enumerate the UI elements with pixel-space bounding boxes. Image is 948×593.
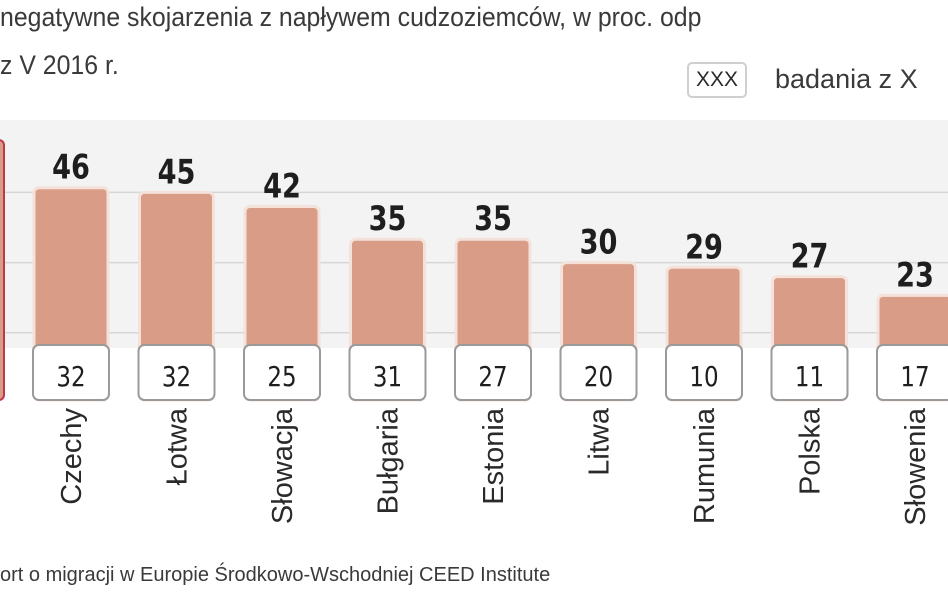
category-label: Rumunia [689,407,721,524]
comparison-box [243,344,321,401]
comparison-value-label: 20 [584,361,613,394]
bar-value-label: 23 [896,255,934,295]
bar-value-label: 35 [369,199,407,239]
comparison-box [876,344,948,401]
bar-value-label: 46 [52,148,90,188]
comparison-value-label: 27 [478,361,507,394]
bar-value-label: 45 [158,152,196,192]
comparison-value-label: 25 [267,361,296,394]
comparison-value-label: 32 [56,361,85,394]
comparison-value-label: 10 [689,361,718,394]
bar-value-label: 35 [474,199,512,239]
legend-swatch: XXX [687,62,747,98]
comparison-box [770,344,849,401]
comparison-box [137,344,216,401]
comparison-value-label: 31 [373,361,402,394]
source-note: ort o migracji w Europie Środkowo-Wschod… [0,564,551,586]
category-label: Słowenia [900,407,932,526]
bar-value-label: 30 [580,223,618,263]
category-label: Słowacja [267,407,299,524]
comparison-box [665,344,743,401]
chart-title-line2: z V 2016 r. [0,50,119,80]
category-label: Litwa [584,407,616,476]
category-label: Bułgaria [373,407,405,514]
bar-partial [0,139,5,401]
bar-value-label: 27 [791,237,829,277]
bar-value-label: 29 [685,227,723,267]
category-label: Estonia [478,407,510,505]
category-label: Łotwa [162,407,194,485]
category-label: Polska [795,407,827,495]
comparison-box [348,344,427,401]
comparison-value-label: 11 [795,361,824,394]
chart-title-line1: negatywne skojarzenia z napływem cudzozi… [0,2,702,32]
comparison-value-label: 32 [162,361,191,394]
comparison-box [32,344,110,401]
comparison-value-label: 17 [900,361,929,394]
bar-value-label: 42 [263,167,301,207]
comparison-box [559,344,638,401]
comparison-box [454,344,532,401]
category-label: Czechy [56,408,88,505]
legend-label: badania z X [775,64,918,94]
